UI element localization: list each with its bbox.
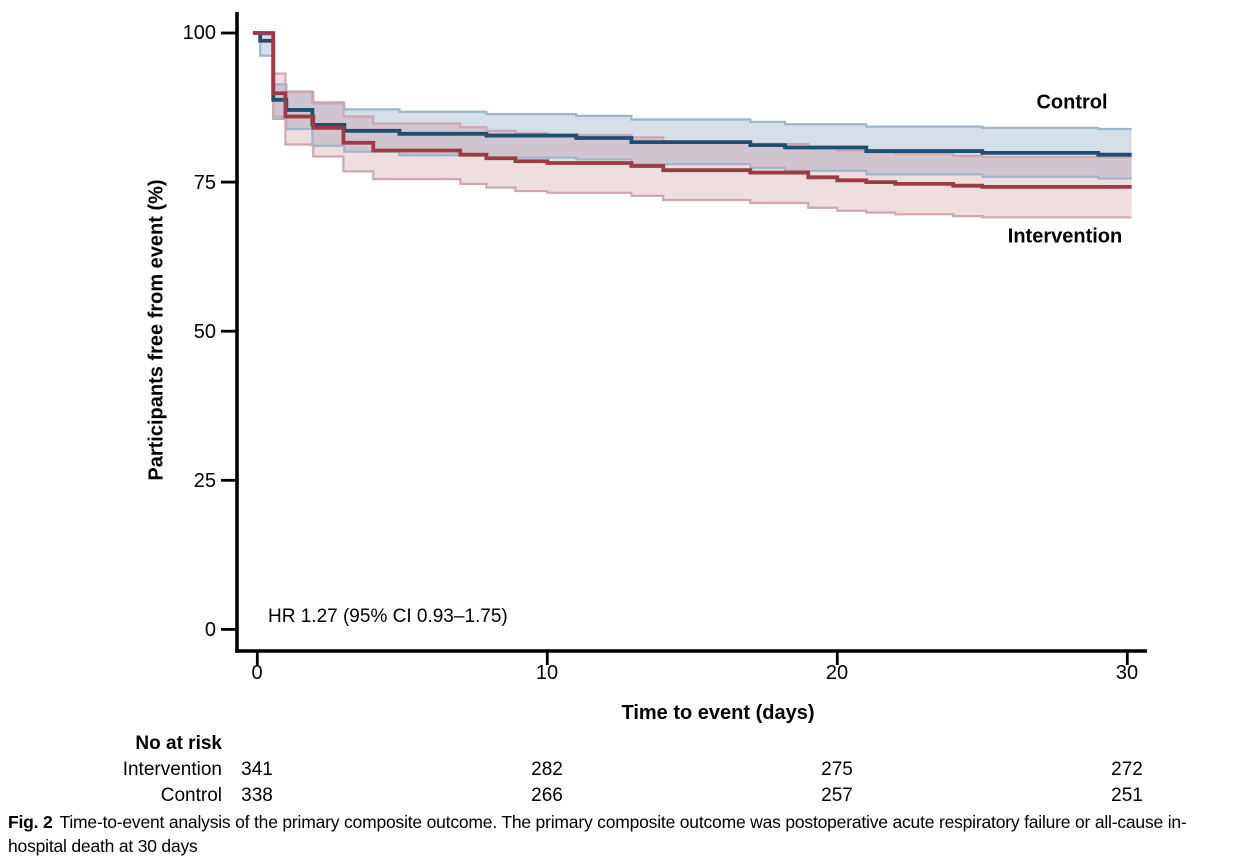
x-tick-label-20: 20 (825, 662, 849, 684)
control-ci-upper-edge (252, 31, 1132, 131)
y-tick-label-50: 50 (193, 321, 216, 343)
intervention-survival-line (252, 31, 1132, 189)
hazard-ratio-annotation: HR 1.27 (95% CI 0.93–1.75) (268, 606, 508, 627)
control-ci-band (252, 33, 1132, 179)
risk-count: 341 (241, 759, 273, 780)
x-tick-label-10: 10 (535, 662, 559, 684)
y-tick-label-0: 0 (204, 619, 216, 641)
figure-caption-text: Time-to-event analysis of the primary co… (8, 812, 1187, 856)
figure-caption: Fig. 2 Time-to-event analysis of the prim… (8, 810, 1218, 858)
control-curve-label: Control (1036, 91, 1108, 114)
intervention-ci-lower-edge (252, 31, 1132, 219)
risk-count: 257 (821, 785, 853, 806)
x-tick-label-0: 0 (251, 662, 263, 684)
risk-count: 272 (1111, 759, 1143, 780)
y-tick-label-100: 100 (182, 22, 216, 44)
risk-count: 251 (1111, 785, 1143, 806)
risk-row-control-label: Control (160, 785, 222, 806)
risk-count: 338 (241, 785, 273, 806)
figure-caption-prefix: Fig. 2 (8, 812, 53, 832)
intervention-curve-label: Intervention (1007, 225, 1123, 248)
intervention-ci-band (252, 33, 1132, 218)
x-tick-label-30: 30 (1115, 662, 1139, 684)
y-tick-label-75: 75 (193, 172, 216, 194)
risk-row-intervention-label: Intervention (122, 759, 222, 780)
y-tick-label-25: 25 (193, 470, 216, 492)
risk-table-title: No at risk (135, 733, 222, 754)
risk-count: 275 (821, 759, 853, 780)
x-axis-title: Time to event (days) (621, 702, 815, 724)
risk-count: 282 (531, 759, 563, 780)
control-ci-lower-edge (252, 31, 1132, 180)
risk-count: 266 (531, 785, 563, 806)
